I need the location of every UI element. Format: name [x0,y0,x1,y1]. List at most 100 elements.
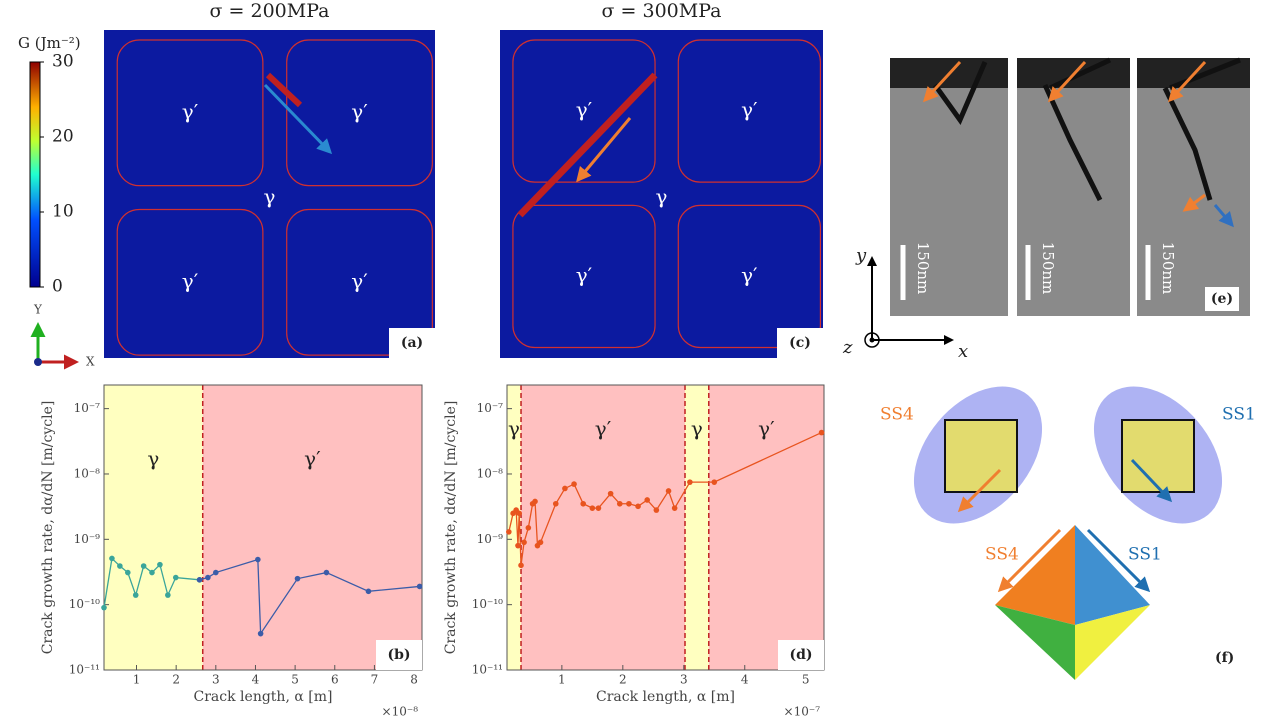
phase-label: γ′ [182,269,199,293]
phase-label: γ′ [741,98,758,122]
arrow [922,60,962,103]
data-point [294,575,301,582]
axis-label: y [855,245,867,266]
triad-label: Y [33,303,43,317]
x-tick-label: 5 [802,673,810,687]
label-box [1205,287,1239,311]
x-tick-label: 8 [410,673,418,687]
micrograph [1137,58,1250,316]
panel-title: σ = 200MPa [210,0,330,22]
arrow [1086,528,1151,593]
colorbar [29,61,41,288]
triad-z [34,358,42,366]
micrograph [1017,58,1130,316]
data-point [653,507,660,513]
data-point [635,503,641,510]
crack [517,72,658,218]
data-point [616,500,623,507]
data-point [552,500,559,507]
cube [944,419,1018,493]
data-point [149,569,155,576]
octahedron-face [995,605,1075,680]
cube [1121,419,1195,493]
data-point [595,505,602,511]
precipitate [116,39,264,187]
panel-label: (f) [1215,650,1234,666]
region [104,385,203,670]
phase-label: γ′ [351,269,368,293]
region-label: γ [508,417,520,441]
data-point [157,561,163,568]
arrow [957,468,1002,513]
x-tick-label: 2 [172,673,180,687]
arrow [263,83,333,155]
triad-label: X [86,355,95,369]
data-point [665,488,672,494]
x-tick-label: 6 [331,673,339,687]
y-axis-title: Crack growth rate, dα/dN [m/cycle] [443,401,459,655]
arrow [997,528,1062,593]
slip-label: SS4 [880,405,914,425]
data-point [257,630,264,637]
phase-label: γ′ [182,99,199,123]
colorbar-label: 20 [52,127,74,147]
x-tick-label: 7 [371,673,379,687]
y-tick-label: 10⁻⁸ [477,466,504,480]
y-tick-label: 10⁻⁹ [477,532,504,546]
axis-label: x [958,341,968,362]
y-tick-label: 10⁻⁷ [74,401,101,415]
crack [265,72,303,108]
crack [932,57,1241,202]
phase-label: γ′ [741,263,758,287]
region-label: γ [147,447,159,471]
data-point [515,542,521,549]
data-point [516,510,522,517]
data-point [562,485,568,492]
precipitate [677,39,822,183]
data-point [711,479,718,485]
slip-system-panel: SS4 SS1 SS4 SS1 (f) [880,386,1256,680]
region-label: γ′ [595,417,612,441]
x-tick-label: 2 [619,673,627,687]
panel-label: (a) [401,335,423,351]
x-multiplier: ×10⁻⁷ [784,705,821,719]
x-axis-title: Crack length, α [m] [194,689,333,705]
y-tick-label: 10⁻⁷ [477,401,504,415]
simulation-panels: γ′ γ′ γ′ γ′ γ σ = 200MPa (a) γ′ γ′ γ′ γ′ γ σ = 300MP… [104,0,823,358]
precipitate [116,208,264,356]
colorbar-label: 30 [52,52,74,72]
arrow [1182,193,1206,212]
label-box [777,328,823,358]
x-tick-label: 1 [133,673,141,687]
x-tick-label: 5 [291,673,299,687]
data-point [117,563,123,569]
y-tick-label: 10⁻¹⁰ [472,597,503,611]
data-point [255,556,261,563]
data-point [580,500,587,507]
data-point [323,569,330,576]
scale-label: 150nm [1039,242,1057,295]
arrow [1047,60,1087,103]
region [507,385,522,670]
label-box [376,640,422,670]
x-tick-label: 3 [212,673,220,687]
arrow [1167,60,1207,103]
slip-label: SS1 [1222,405,1256,425]
x-tick-label: 4 [741,673,749,687]
data-point [196,577,203,583]
data-point [589,505,596,511]
colorbar-label: 0 [52,277,63,297]
octahedron-face [1075,525,1150,625]
octahedron-face [995,525,1075,625]
y-axis-title: Crack growth rate, dα/dN [m/cycle] [40,401,56,655]
data-point [537,539,544,546]
precipitate [286,208,433,356]
octahedron-face [1075,605,1150,680]
data-point [506,529,512,535]
axis-z [869,337,875,343]
panel-label: (e) [1211,291,1233,307]
arrow [1213,204,1234,228]
phase-label: γ [656,185,668,209]
y-tick-label: 10⁻⁹ [74,532,101,546]
